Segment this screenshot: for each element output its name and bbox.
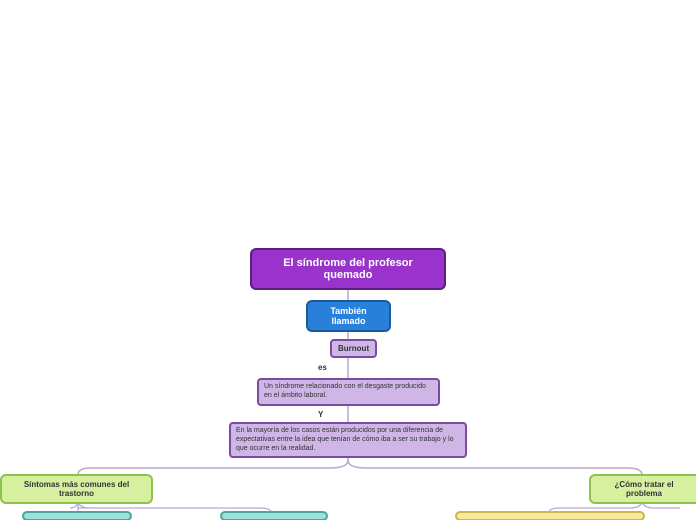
connector-label-y: Y xyxy=(318,410,323,419)
burnout-label: Burnout xyxy=(338,344,369,353)
subbranch-left-2[interactable] xyxy=(220,511,328,520)
level1-label: También llamado xyxy=(330,306,366,326)
subbranch-left-1[interactable] xyxy=(22,511,132,520)
branch-right-node[interactable]: ¿Cómo tratar el problema xyxy=(589,474,696,504)
connector-label-es: es xyxy=(318,363,327,372)
branch-left-label: Síntomas más comunes del trastorno xyxy=(24,480,129,498)
root-node[interactable]: El síndrome del profesor quemado xyxy=(250,248,446,290)
level1-node[interactable]: También llamado xyxy=(306,300,391,332)
root-label: El síndrome del profesor quemado xyxy=(283,257,413,281)
desc2-node[interactable]: En la mayoría de los casos están produci… xyxy=(229,422,467,458)
desc1-node[interactable]: Un síndrome relacionado con el desgaste … xyxy=(257,378,440,406)
branch-left-node[interactable]: Síntomas más comunes del trastorno xyxy=(0,474,153,504)
desc1-text: Un síndrome relacionado con el desgaste … xyxy=(264,383,426,399)
branch-right-label: ¿Cómo tratar el problema xyxy=(614,480,673,498)
subbranch-right-1[interactable] xyxy=(455,511,645,520)
burnout-node[interactable]: Burnout xyxy=(330,339,377,358)
desc2-text: En la mayoría de los casos están produci… xyxy=(236,427,454,452)
